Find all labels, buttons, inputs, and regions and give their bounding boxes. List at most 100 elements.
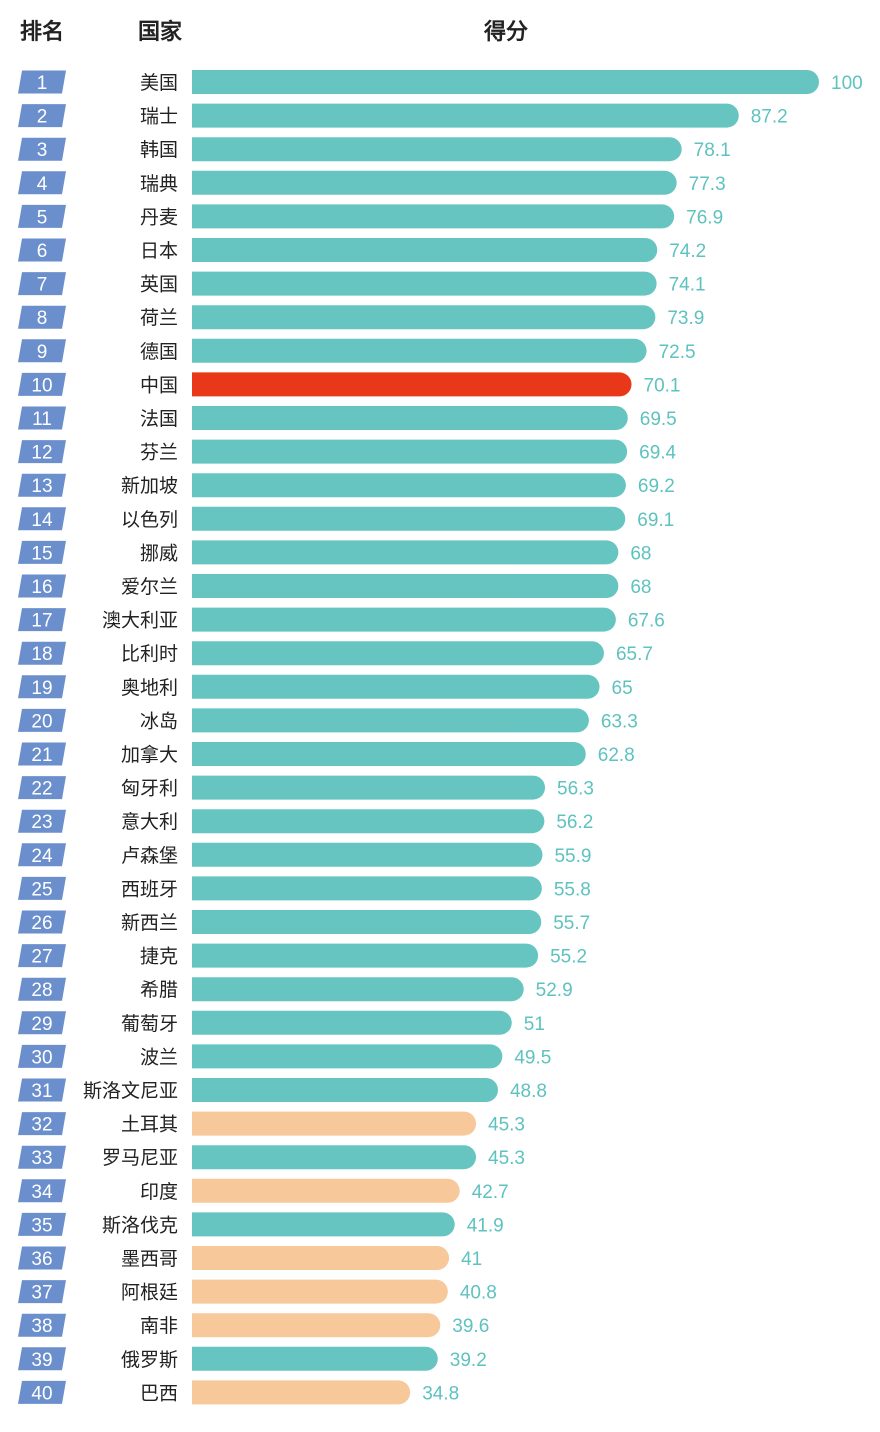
- score-bar: [192, 1380, 411, 1405]
- chart-row: 39 俄罗斯 39.2: [18, 1346, 487, 1371]
- value-label: 74.2: [669, 241, 706, 262]
- rank-badge: [18, 372, 66, 396]
- rank-label: 15: [31, 543, 52, 564]
- value-label: 67.6: [628, 611, 665, 632]
- value-label: 41: [461, 1249, 482, 1270]
- chart-row: 17 澳大利亚 67.6: [18, 607, 665, 632]
- country-label: 匈牙利: [121, 778, 178, 800]
- rank-label: 8: [37, 308, 48, 329]
- value-label: 76.9: [686, 207, 723, 228]
- rank-badge: [18, 809, 66, 833]
- chart-row: 15 挪威 68: [18, 540, 652, 565]
- rank-label: 19: [31, 678, 52, 699]
- value-label: 51: [524, 1014, 545, 1035]
- value-label: 52.9: [536, 980, 573, 1001]
- score-bar: [192, 238, 658, 262]
- rank-label: 25: [31, 879, 52, 900]
- chart-row: 9 德国 72.5: [18, 338, 696, 363]
- chart-row: 6 日本 74.2: [18, 238, 706, 262]
- country-label: 意大利: [121, 811, 178, 833]
- value-label: 73.9: [667, 308, 704, 329]
- chart-row: 18 比利时 65.7: [18, 641, 653, 666]
- value-label: 68: [630, 543, 651, 564]
- chart-row: 12 芬兰 69.4: [18, 439, 677, 464]
- score-bar: [192, 1010, 512, 1035]
- value-label: 41.9: [467, 1215, 504, 1236]
- chart-row: 40 巴西 34.8: [18, 1380, 459, 1405]
- country-label: 斯洛文尼亚: [83, 1080, 178, 1102]
- rank-badge: [18, 70, 66, 94]
- country-label: 卢森堡: [121, 845, 178, 867]
- rank-badge: [18, 540, 66, 564]
- rank-label: 27: [31, 947, 52, 968]
- rank-label: 14: [31, 510, 53, 531]
- score-bar: [192, 943, 539, 968]
- rank-label: 3: [37, 140, 48, 161]
- chart-row: 35 斯洛伐克 41.9: [18, 1212, 504, 1237]
- rank-badge: [18, 876, 66, 900]
- rank-badge: [18, 406, 66, 430]
- chart-row: 5 丹麦 76.9: [18, 204, 723, 229]
- value-label: 42.7: [472, 1182, 509, 1203]
- country-label: 比利时: [121, 643, 178, 665]
- rank-label: 1: [37, 73, 48, 94]
- score-bar: [192, 1212, 455, 1237]
- score-bar: [192, 1313, 441, 1338]
- value-label: 49.5: [514, 1047, 551, 1068]
- rank-label: 5: [37, 207, 48, 228]
- chart-row: 1 美国 100: [18, 70, 863, 94]
- score-bar: [192, 338, 647, 363]
- rank-badge: [18, 708, 66, 732]
- value-label: 74.1: [669, 275, 706, 296]
- score-bar: [192, 103, 739, 128]
- country-label: 西班牙: [121, 878, 178, 900]
- value-label: 69.5: [640, 409, 677, 430]
- score-bar: [192, 372, 632, 397]
- score-bar: [192, 70, 819, 94]
- rank-badge: [18, 171, 66, 195]
- score-bar: [192, 1279, 448, 1304]
- rank-badge: [18, 1280, 66, 1304]
- country-label: 新加坡: [121, 475, 178, 497]
- country-label: 芬兰: [140, 442, 178, 464]
- rank-badge: [18, 473, 66, 497]
- chart-row: 38 南非 39.6: [18, 1313, 489, 1338]
- score-bar: [192, 305, 656, 330]
- score-bar: [192, 439, 628, 464]
- score-bar: [192, 1346, 438, 1371]
- rank-label: 35: [31, 1215, 52, 1236]
- score-bar: [192, 406, 628, 430]
- score-bar: [192, 1178, 460, 1203]
- country-label: 法国: [140, 408, 178, 430]
- rank-label: 20: [31, 711, 52, 732]
- rank-badge: [18, 1044, 66, 1068]
- country-label: 罗马尼亚: [102, 1147, 178, 1169]
- score-bar: [192, 876, 542, 901]
- rank-badge: [18, 641, 66, 665]
- rank-label: 17: [31, 611, 52, 632]
- score-bar: [192, 506, 626, 531]
- rank-badge: [18, 305, 66, 329]
- chart-row: 19 奥地利 65: [18, 674, 633, 699]
- chart-row: 7 英国 74.1: [18, 271, 706, 296]
- rank-badge: [18, 675, 66, 699]
- rank-label: 32: [31, 1115, 52, 1136]
- rank-badge: [18, 1011, 66, 1035]
- score-bar: [192, 809, 545, 834]
- score-bar: [192, 910, 542, 934]
- rank-label: 28: [31, 980, 52, 1001]
- country-label: 捷克: [140, 946, 178, 968]
- country-label: 爱尔兰: [121, 576, 178, 598]
- rank-label: 30: [31, 1047, 52, 1068]
- score-bar: [192, 540, 619, 565]
- score-bar: [192, 137, 682, 162]
- chart-row: 24 卢森堡 55.9: [18, 842, 591, 867]
- country-label: 挪威: [140, 542, 178, 564]
- country-label: 加拿大: [121, 743, 178, 766]
- value-label: 45.3: [488, 1148, 525, 1169]
- rank-column-header: 排名: [20, 20, 65, 45]
- chart-row: 13 新加坡 69.2: [18, 473, 675, 498]
- chart-row: 20 冰岛 63.3: [18, 708, 638, 733]
- chart-row: 36 墨西哥 41: [18, 1246, 482, 1270]
- rank-label: 2: [37, 107, 48, 128]
